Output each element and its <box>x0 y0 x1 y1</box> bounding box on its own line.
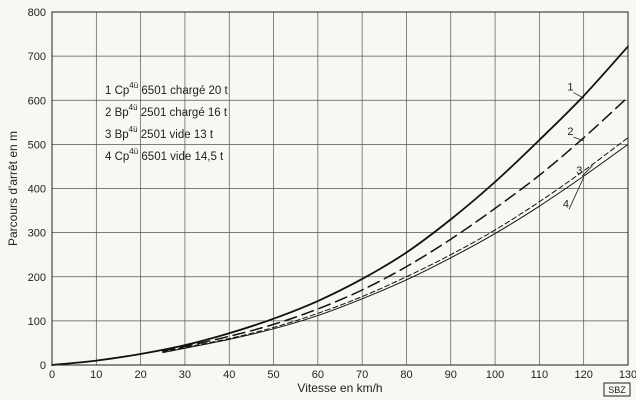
x-axis-label: Vitesse en km/h <box>297 381 382 395</box>
legend: 1 Cp4ü 6501 chargé 20 t 2 Bp4ü 2501 charg… <box>105 81 229 163</box>
curve-2 <box>162 96 629 352</box>
legend-entry-2: 2 Bp4ü 2501 chargé 16 t <box>105 103 228 119</box>
y-tick-label: 200 <box>28 272 46 284</box>
y-tick-label: 100 <box>28 316 46 328</box>
curve-label-3: 3 <box>576 165 582 177</box>
x-tick-label: 90 <box>445 369 457 381</box>
x-tick-label: 80 <box>400 369 412 381</box>
x-tick-label: 40 <box>223 369 235 381</box>
grid <box>51 11 629 366</box>
sbz-stamp: SBZ <box>603 382 631 397</box>
y-axis-label: Parcours d'arrêt en m <box>6 131 20 246</box>
curve-label-leader-1 <box>573 92 584 99</box>
x-tick-label: 10 <box>90 369 102 381</box>
x-tick-label: 120 <box>575 369 593 381</box>
curve-label-leader-4 <box>568 177 585 210</box>
curve-1 <box>51 45 629 366</box>
y-tick-label: 0 <box>40 360 46 372</box>
y-tick-label: 800 <box>28 7 46 19</box>
x-tick-label: 0 <box>49 369 55 381</box>
curve-3 <box>162 137 629 353</box>
curve-labels: 1 2 3 4 <box>563 82 593 210</box>
x-tick-label: 60 <box>312 369 324 381</box>
curve-label-1: 1 <box>567 82 573 94</box>
legend-entry-4: 4 Cp4ü 6501 vide 14,5 t <box>105 147 224 163</box>
y-tick-labels: 0 100 200 300 400 500 600 700 800 <box>28 7 46 372</box>
x-tick-label: 100 <box>486 369 504 381</box>
plot-frame <box>51 11 629 366</box>
curves <box>51 45 629 366</box>
curve-label-2: 2 <box>567 126 573 138</box>
x-tick-label: 20 <box>134 369 146 381</box>
curve-4 <box>162 143 629 354</box>
y-tick-label: 400 <box>28 184 46 196</box>
curve-label-leader-3 <box>581 165 593 177</box>
x-tick-label: 110 <box>531 369 549 381</box>
curve-label-4: 4 <box>563 198 569 210</box>
y-tick-label: 600 <box>28 95 46 107</box>
y-tick-label: 300 <box>28 228 46 240</box>
x-tick-label: 130 <box>619 369 636 381</box>
x-tick-label: 30 <box>179 369 191 381</box>
legend-entry-1: 1 Cp4ü 6501 chargé 20 t <box>105 81 229 97</box>
y-tick-label: 700 <box>28 51 46 63</box>
sbz-stamp-box <box>603 382 631 397</box>
y-tick-label: 500 <box>28 139 46 151</box>
curve-label-leader-2 <box>573 136 584 142</box>
x-tick-labels: 0 10 20 30 40 50 60 70 80 90 100 110 120 130 <box>49 369 636 381</box>
x-tick-label: 70 <box>356 369 368 381</box>
sbz-stamp-text: SBZ <box>608 385 626 395</box>
legend-entry-3: 3 Bp4ü 2501 vide 13 t <box>105 125 214 141</box>
x-tick-label: 50 <box>267 369 279 381</box>
